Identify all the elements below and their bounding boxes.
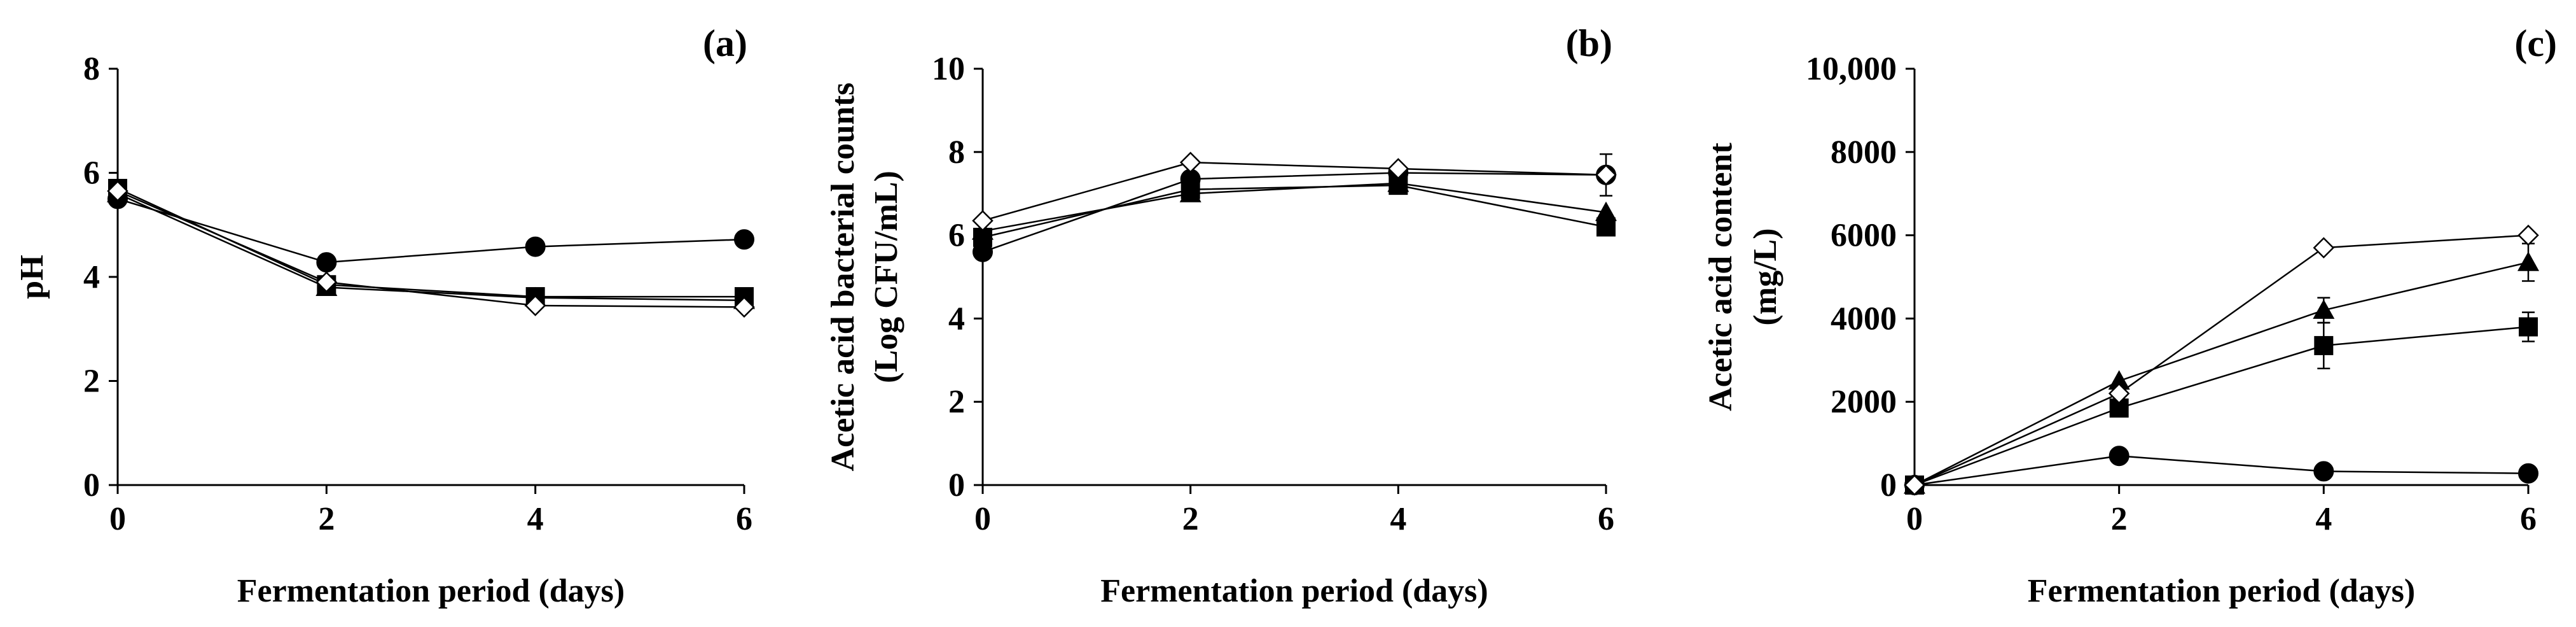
- series-line-square: [1914, 326, 2529, 486]
- series-line-circle: [1914, 454, 2529, 486]
- panel-c: 0 2000 4000 6000 8000 10,000 0 2 4 6 Fermentation …: [1703, 22, 2557, 609]
- x-tick-label: 0: [1906, 501, 1923, 537]
- x-tick-label: 6: [736, 501, 752, 537]
- series-line-diamond: [982, 161, 1607, 222]
- panel-label: (a): [703, 22, 747, 64]
- y-axis-title: Acetic acid bacterial counts: [825, 83, 861, 472]
- y-tick-label: 2000: [1831, 384, 1897, 420]
- data-point-circle: [316, 252, 337, 273]
- data-point-circle: [2313, 461, 2334, 482]
- y-axis-title: pH: [14, 255, 50, 299]
- data-point-circle: [2109, 446, 2129, 467]
- y-tick-label: 8: [83, 51, 100, 87]
- data-point-triangle: [1179, 183, 1201, 202]
- data-point-diamond: [1387, 158, 1409, 180]
- x-tick-label: 2: [318, 501, 335, 537]
- y-axis-title: (mg/L): [1747, 228, 1783, 325]
- data-point-circle: [734, 229, 754, 250]
- series-line-triangle: [1914, 261, 2529, 486]
- data-point-diamond: [733, 296, 755, 318]
- panel-label: (c): [2514, 22, 2557, 64]
- x-tick-label: 0: [109, 501, 126, 537]
- series-line-circle: [117, 198, 745, 264]
- x-tick-label: 2: [1182, 501, 1199, 537]
- x-tick-label: 4: [1390, 501, 1406, 537]
- y-tick-label: 2: [83, 363, 100, 400]
- y-tick-label: 6000: [1831, 218, 1897, 254]
- data-point-diamond: [315, 271, 338, 293]
- x-tick-label: 4: [527, 501, 544, 537]
- data-point-triangle: [1387, 172, 1409, 192]
- x-tick-label: 0: [974, 501, 991, 537]
- y-tick-label: 4000: [1831, 300, 1897, 337]
- series-line-diamond: [1914, 234, 2529, 486]
- data-point-diamond: [1595, 164, 1617, 186]
- y-tick-label: 0: [1880, 467, 1897, 504]
- x-tick-label: 4: [2315, 501, 2332, 537]
- y-tick-label: 10,000: [1806, 51, 1897, 87]
- y-tick-label: 10: [932, 51, 965, 87]
- series-line-circle: [982, 172, 1607, 253]
- y-tick-label: 4: [948, 300, 965, 337]
- x-axis-title: Fermentation period (days): [237, 573, 625, 609]
- data-point-diamond: [2108, 383, 2130, 404]
- y-tick-label: 6: [948, 218, 965, 254]
- series-line-square: [982, 184, 1607, 239]
- data-point-diamond: [1179, 151, 1201, 173]
- x-tick-label: 6: [2520, 501, 2537, 537]
- panel-label: (b): [1566, 22, 1612, 64]
- x-axis-title: Fermentation period (days): [1100, 573, 1488, 609]
- data-point-diamond: [972, 209, 994, 232]
- y-axis-title: (Log CFU/mL): [868, 171, 904, 383]
- data-point-triangle: [2313, 299, 2335, 319]
- y-tick-label: 4: [83, 259, 100, 295]
- series-line-diamond: [117, 190, 745, 308]
- y-tick-label: 0: [83, 467, 100, 504]
- panel-a: 0 2 4 6 8 0 2 4 6 Fermentation period (days) pH (a): [14, 22, 755, 609]
- x-axis-title: Fermentation period (days): [2028, 573, 2415, 609]
- data-point-triangle: [1595, 201, 1617, 222]
- data-point-diamond: [2517, 224, 2539, 246]
- data-point-circle: [2518, 463, 2538, 484]
- data-point-circle: [525, 236, 546, 257]
- y-tick-label: 2: [948, 384, 965, 420]
- y-tick-label: 6: [83, 155, 100, 192]
- data-point-square: [2314, 335, 2334, 355]
- y-tick-label: 0: [948, 467, 965, 504]
- data-point-diamond: [1904, 474, 1925, 496]
- y-tick-label: 8: [948, 134, 965, 171]
- data-point-square: [2519, 317, 2538, 337]
- data-point-diamond: [2313, 237, 2335, 258]
- panel-b: 0 2 4 6 8 10 0 2 4 6 Fermentation period (days) Ace…: [825, 22, 1617, 609]
- series-line-triangle: [117, 193, 745, 302]
- data-point-triangle: [2108, 370, 2130, 390]
- x-tick-label: 6: [1598, 501, 1614, 537]
- y-axis-title: Acetic acid content: [1703, 143, 1739, 411]
- data-point-diamond: [107, 180, 128, 202]
- series-line-triangle: [982, 182, 1607, 232]
- x-tick-label: 2: [2111, 501, 2128, 537]
- data-point-diamond: [524, 295, 546, 316]
- data-point-triangle: [2517, 251, 2539, 271]
- y-tick-label: 8000: [1831, 134, 1897, 171]
